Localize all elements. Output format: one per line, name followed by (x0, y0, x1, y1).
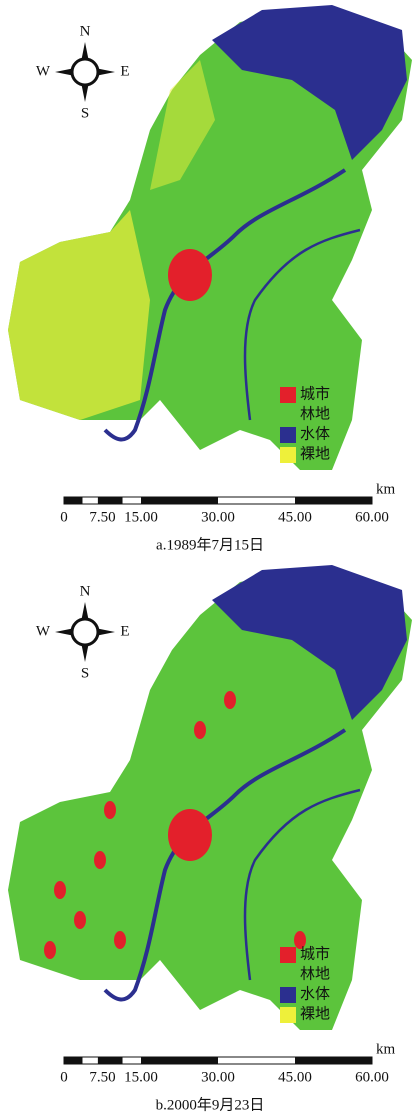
legend-label: 城市 (300, 945, 330, 962)
legend-swatch (280, 387, 296, 403)
scale-bar-segment (141, 497, 218, 504)
legend-label: 裸地 (300, 1005, 330, 1022)
scale-tick-label: 60.00 (355, 1069, 389, 1085)
urban-patch (54, 881, 66, 899)
scale-tick-label: 45.00 (278, 1069, 312, 1085)
bare-land (8, 210, 150, 420)
scale-bar-segment (64, 497, 82, 504)
urban-patch (104, 801, 116, 819)
scale-tick-label: 0 (60, 509, 68, 525)
scale-bar-segment (98, 497, 123, 504)
compass-w: W (36, 623, 51, 639)
city (168, 809, 212, 861)
scale-tick-label: 7.50 (89, 1069, 115, 1085)
figure: NSWE城市林地水体裸地km07.5015.0030.0045.0060.00a… (0, 0, 420, 1120)
legend-label: 水体 (300, 425, 330, 442)
legend-swatch (280, 427, 296, 443)
scale-tick-label: 45.00 (278, 509, 312, 525)
legend-swatch (280, 1007, 296, 1023)
scale-tick-label: 15.00 (124, 509, 158, 525)
legend-swatch (280, 947, 296, 963)
compass-w: W (36, 63, 51, 79)
scale-tick-label: 7.50 (89, 509, 115, 525)
scale-bar-segment (295, 497, 372, 504)
scale-tick-label: 30.00 (201, 1069, 235, 1085)
scale-bar-segment (64, 1057, 82, 1064)
compass-ring (72, 619, 98, 645)
compass-ring (72, 59, 98, 85)
scale-tick-label: 15.00 (124, 1069, 158, 1085)
legend-swatch (280, 407, 296, 423)
scale-tick-label: 30.00 (201, 509, 235, 525)
compass-e: E (120, 623, 129, 639)
legend-label: 城市 (300, 385, 330, 402)
compass-s: S (81, 665, 89, 681)
scale-bar-segment (98, 1057, 123, 1064)
caption: a.1989年7月15日 (156, 536, 264, 553)
caption: b.2000年9月23日 (156, 1096, 265, 1113)
compass-n: N (80, 583, 91, 599)
legend-label: 水体 (300, 985, 330, 1002)
scale-bar-segment (295, 1057, 372, 1064)
urban-patch (74, 911, 86, 929)
scale-bar-segment (141, 1057, 218, 1064)
urban-patch (224, 691, 236, 709)
scale-tick-label: 60.00 (355, 509, 389, 525)
legend-swatch (280, 447, 296, 463)
scale-tick-label: 0 (60, 1069, 68, 1085)
urban-patch (94, 851, 106, 869)
compass-s: S (81, 105, 89, 121)
city (168, 249, 212, 301)
scale-unit: km (376, 1041, 396, 1057)
compass-e: E (120, 63, 129, 79)
legend-label: 林地 (300, 405, 330, 422)
legend-swatch (280, 967, 296, 983)
legend-label: 裸地 (300, 445, 330, 462)
scale-unit: km (376, 481, 396, 497)
urban-patch (194, 721, 206, 739)
legend-label: 林地 (300, 965, 330, 982)
urban-patch (114, 931, 126, 949)
urban-patch (44, 941, 56, 959)
legend-swatch (280, 987, 296, 1003)
compass-n: N (80, 23, 91, 39)
